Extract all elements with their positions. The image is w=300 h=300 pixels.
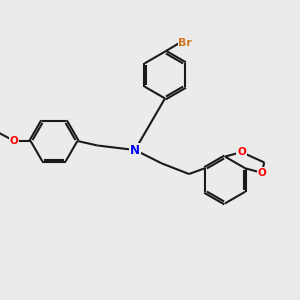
Text: O: O [10, 136, 19, 146]
Text: Br: Br [178, 38, 192, 48]
Text: O: O [257, 168, 266, 178]
Text: N: N [130, 143, 140, 157]
Text: O: O [237, 147, 246, 157]
